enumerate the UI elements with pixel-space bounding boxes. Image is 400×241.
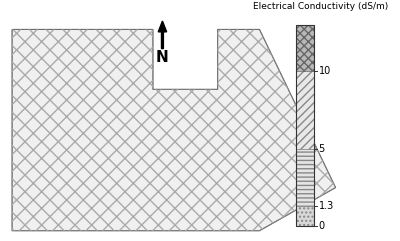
Bar bbox=[296, 25, 314, 71]
Bar bbox=[296, 71, 314, 148]
Text: 0: 0 bbox=[318, 221, 325, 231]
Bar bbox=[296, 25, 314, 226]
Text: 1.3: 1.3 bbox=[318, 201, 334, 211]
Text: 5: 5 bbox=[318, 144, 325, 154]
Text: 10: 10 bbox=[318, 66, 331, 76]
Bar bbox=[296, 71, 314, 148]
Bar bbox=[296, 148, 314, 206]
Polygon shape bbox=[12, 29, 336, 231]
Text: Electrical Conductivity (dS/m): Electrical Conductivity (dS/m) bbox=[253, 2, 388, 11]
Bar bbox=[296, 25, 314, 71]
Bar bbox=[296, 148, 314, 206]
Text: N: N bbox=[156, 50, 169, 65]
Bar bbox=[296, 206, 314, 226]
Bar bbox=[296, 206, 314, 226]
FancyArrow shape bbox=[158, 21, 167, 49]
